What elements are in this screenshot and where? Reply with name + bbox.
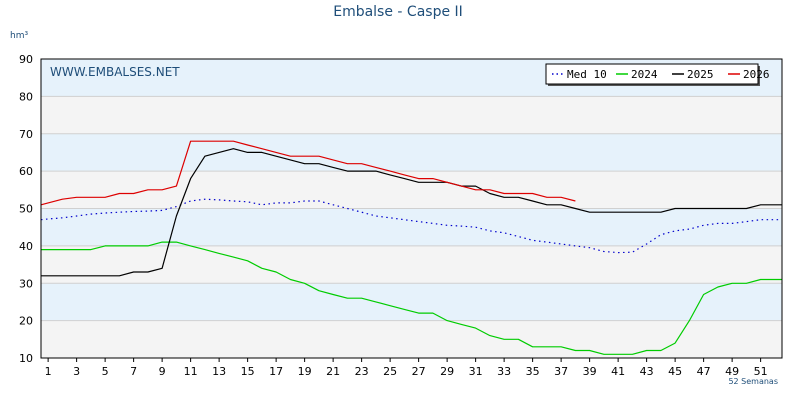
x-tick-label: 47 bbox=[697, 365, 711, 378]
y-tick-label: 20 bbox=[19, 315, 33, 328]
y-tick-label: 40 bbox=[19, 240, 33, 253]
legend-box bbox=[545, 63, 759, 85]
y-tick-label: 60 bbox=[19, 165, 33, 178]
x-tick-label: 7 bbox=[130, 365, 137, 378]
background-bands bbox=[41, 59, 782, 358]
x-tick-label: 15 bbox=[241, 365, 255, 378]
x-tick-label: 3 bbox=[73, 365, 80, 378]
x-tick-label: 17 bbox=[269, 365, 283, 378]
x-tick-label: 45 bbox=[668, 365, 682, 378]
x-tick-label: 49 bbox=[725, 365, 739, 378]
x-tick-labels: 1 3 5 7 9 11 13 15 17 19 21 23 25 27 29 31 33 35 37 39 41 43 4… bbox=[45, 358, 768, 378]
x-axis-unit: 52 Semanas bbox=[728, 377, 778, 386]
x-tick-label: 19 bbox=[298, 365, 312, 378]
chart-title: Embalse - Caspe II bbox=[333, 4, 463, 20]
y-tick-label: 80 bbox=[19, 90, 33, 103]
x-tick-label: 31 bbox=[469, 365, 483, 378]
series-layer bbox=[40, 140, 782, 355]
x-tick-label: 29 bbox=[440, 365, 454, 378]
x-tick-label: 27 bbox=[412, 365, 426, 378]
x-tick-label: 41 bbox=[611, 365, 625, 378]
x-tick-label: 35 bbox=[526, 365, 540, 378]
legend-label: 2026 bbox=[743, 68, 770, 81]
x-tick-label: 11 bbox=[184, 365, 198, 378]
y-tick-label: 70 bbox=[19, 128, 33, 141]
x-tick-label: 21 bbox=[326, 365, 340, 378]
band-20-30 bbox=[41, 283, 782, 321]
y-tick-label: 50 bbox=[19, 203, 33, 216]
band-40-50 bbox=[41, 208, 782, 246]
y-tick-label: 30 bbox=[19, 277, 33, 290]
x-tick-label: 39 bbox=[583, 365, 597, 378]
x-tick-label: 5 bbox=[102, 365, 109, 378]
x-tick-label: 1 bbox=[45, 365, 52, 378]
y-tick-labels: 10 20 30 40 50 60 70 80 90 bbox=[19, 53, 33, 365]
series-line-2025 bbox=[41, 148, 782, 277]
series-line-med-10 bbox=[40, 198, 782, 254]
plot-frame bbox=[40, 58, 783, 359]
watermark-text: WWW.EMBALSES.NET bbox=[50, 65, 180, 79]
x-tick-label: 13 bbox=[212, 365, 226, 378]
x-tick-label: 25 bbox=[383, 365, 397, 378]
y-tick-label: 90 bbox=[19, 53, 33, 66]
y-tick-label: 10 bbox=[19, 352, 33, 365]
y-axis-unit: hm³ bbox=[10, 31, 28, 41]
series-line-2026 bbox=[40, 140, 576, 206]
x-tick-label: 43 bbox=[640, 365, 654, 378]
band-70-80 bbox=[41, 96, 782, 134]
x-tick-label: 33 bbox=[497, 365, 511, 378]
legend-label: 2024 bbox=[631, 68, 658, 81]
band-30-40 bbox=[41, 245, 782, 284]
legend: Med 10 2024 2025 2026 bbox=[545, 63, 770, 86]
x-tick-label: 9 bbox=[159, 365, 166, 378]
band-10-20 bbox=[41, 320, 782, 358]
series-line-2024 bbox=[41, 241, 782, 355]
band-60-70 bbox=[41, 133, 782, 172]
x-tick-label: 23 bbox=[355, 365, 369, 378]
x-tick-label: 37 bbox=[554, 365, 568, 378]
x-tick-label: 51 bbox=[754, 365, 768, 378]
legend-label: Med 10 bbox=[567, 68, 607, 81]
legend-label: 2025 bbox=[687, 68, 714, 81]
